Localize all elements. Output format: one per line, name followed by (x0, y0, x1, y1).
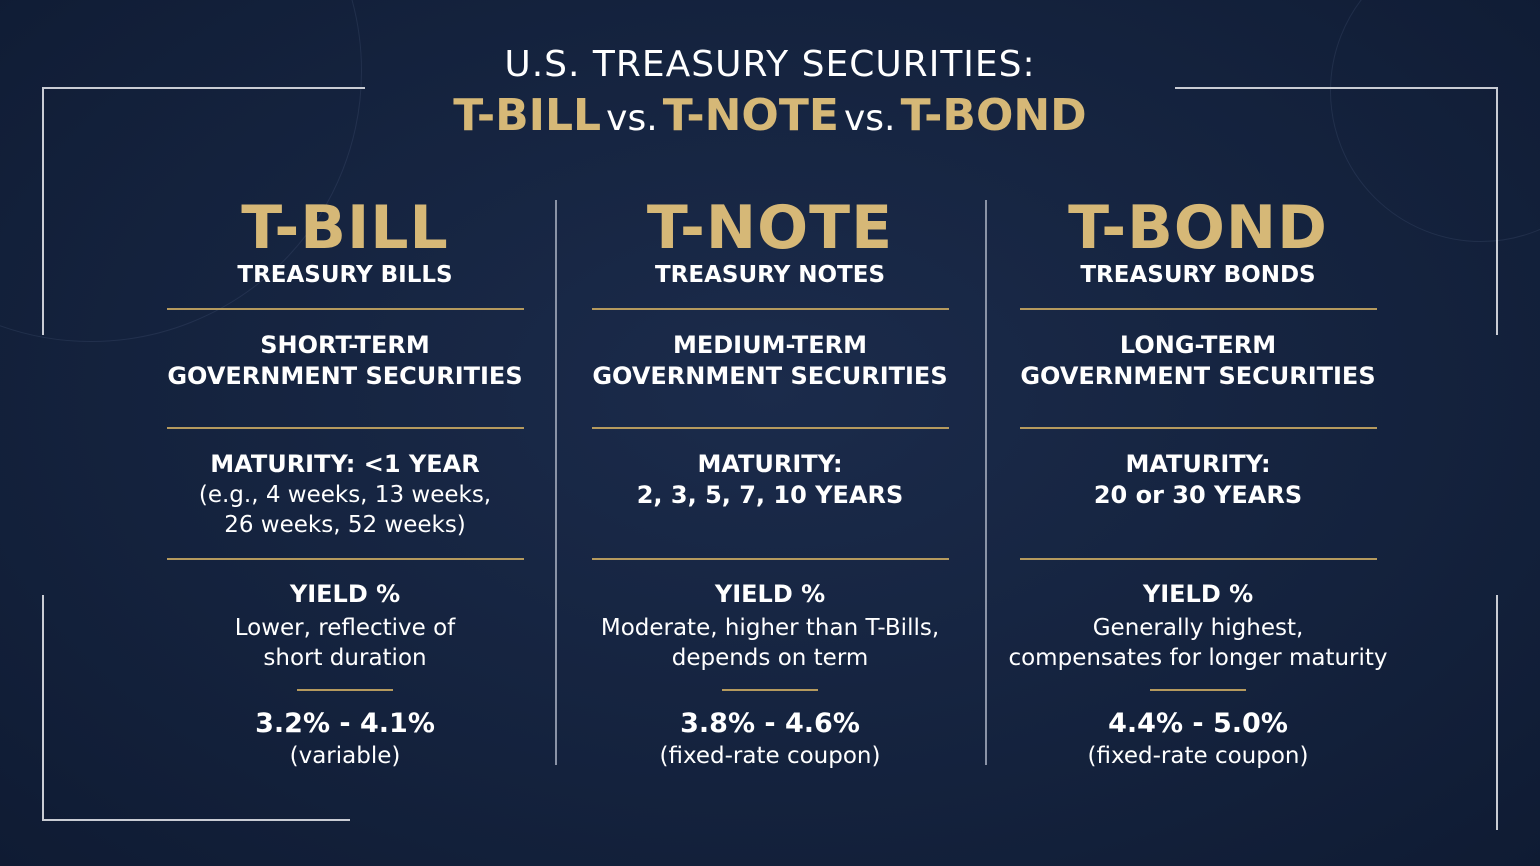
frame-line (42, 87, 44, 335)
frame-line (1175, 87, 1498, 89)
yield-description: Moderate, higher than T-Bills, (600, 615, 940, 641)
yield-note: (fixed-rate coupon) (659, 743, 881, 769)
header-title: T-BILL vs. T-NOTE vs. T-BOND (0, 88, 1540, 153)
term: GOVERNMENT SECURITIES (592, 362, 948, 390)
term: MEDIUM-TERM (672, 331, 868, 359)
column-name: T-NOTE (646, 193, 894, 263)
term: GOVERNMENT SECURITIES (1020, 362, 1376, 390)
maturity: MATURITY: (1125, 450, 1271, 478)
title-part: vs. (606, 98, 658, 139)
maturity: 20 or 30 YEARS (1093, 481, 1303, 509)
divider-rule (591, 427, 949, 429)
yield-description: short duration (263, 645, 427, 671)
term: GOVERNMENT SECURITIES (167, 362, 523, 390)
divider-rule (166, 558, 524, 560)
divider-rule (166, 427, 524, 429)
yield-note: (fixed-rate coupon) (1087, 743, 1309, 769)
yield-note: (variable) (289, 743, 401, 769)
yield-label: YIELD % (714, 580, 826, 608)
yield-range: 3.8% - 4.6% (680, 708, 860, 739)
yield-label: YIELD % (289, 580, 401, 608)
divider-rule (1150, 689, 1246, 691)
divider-rule (166, 308, 524, 310)
maturity: MATURITY: (697, 450, 843, 478)
frame-line (1496, 87, 1498, 335)
yield-range: 4.4% - 5.0% (1108, 708, 1288, 739)
column-divider (985, 200, 987, 765)
frame-line (42, 595, 44, 821)
yield-description: depends on term (671, 645, 869, 671)
column-full-name: TREASURY NOTES (654, 262, 886, 288)
yield-description: Generally highest, (1092, 615, 1304, 641)
title-part: T-BILL (453, 90, 602, 141)
title-part: T-BOND (900, 90, 1087, 141)
title-part: T-NOTE (662, 90, 839, 141)
frame-line (42, 819, 350, 821)
term: SHORT-TERM (260, 331, 430, 359)
column-name: T-BILL (241, 193, 449, 263)
divider-rule (1019, 558, 1377, 560)
yield-description: Lower, reflective of (234, 615, 456, 641)
frame-line (42, 87, 365, 89)
yield-range: 3.2% - 4.1% (255, 708, 435, 739)
maturity-detail: (e.g., 4 weeks, 13 weeks, (198, 482, 492, 508)
maturity: MATURITY: <1 YEAR (210, 450, 480, 478)
header-kicker: U.S. TREASURY SECURITIES: (504, 44, 1036, 85)
title-part: vs. (843, 98, 896, 139)
divider-rule (1019, 308, 1377, 310)
column-divider (555, 200, 557, 765)
yield-label: YIELD % (1142, 580, 1254, 608)
divider-rule (591, 558, 949, 560)
frame-line (1496, 595, 1498, 830)
divider-rule (297, 689, 393, 691)
yield-description: compensates for longer maturity (1008, 645, 1388, 671)
column-full-name: TREASURY BILLS (237, 262, 453, 288)
column-full-name: TREASURY BONDS (1080, 262, 1316, 288)
column-name: T-BOND (1068, 193, 1328, 263)
divider-rule (722, 689, 818, 691)
maturity-detail: 26 weeks, 52 weeks) (224, 512, 466, 538)
maturity: 2, 3, 5, 7, 10 YEARS (636, 481, 904, 509)
divider-rule (591, 308, 949, 310)
divider-rule (1019, 427, 1377, 429)
term: LONG-TERM (1119, 331, 1277, 359)
